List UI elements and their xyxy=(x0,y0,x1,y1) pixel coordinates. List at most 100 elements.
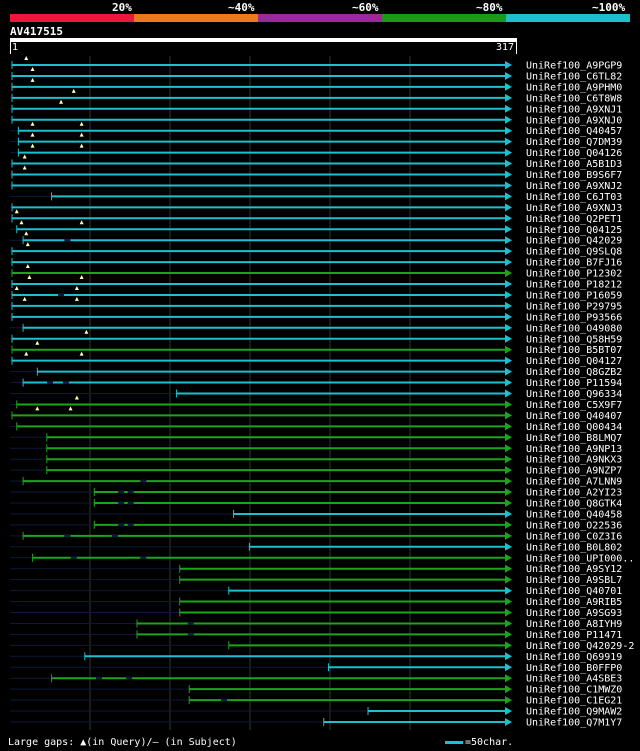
hit-arrow xyxy=(505,444,512,453)
hit-arrow xyxy=(505,455,512,464)
query-gap-marker xyxy=(25,264,30,269)
hit-arrow xyxy=(505,575,512,584)
query-gap-marker xyxy=(74,285,79,290)
hit-label: UniRef100_Q00434 xyxy=(526,422,622,433)
hit-label: UniRef100_C5X9F7 xyxy=(526,400,622,411)
hit-label: UniRef100_B5BT07 xyxy=(526,345,622,356)
hit-arrow xyxy=(505,258,512,267)
hit-label: UniRef100_Q96334 xyxy=(526,389,622,400)
hit-label: UniRef100_A9PHM0 xyxy=(526,82,622,93)
hit-arrow xyxy=(505,499,512,507)
query-gap-marker xyxy=(74,395,79,400)
hit-arrow xyxy=(505,323,512,332)
query-gap-marker xyxy=(25,242,30,247)
hit-label: UniRef100_Q40458 xyxy=(526,509,622,520)
hit-label: UniRef100_Q40701 xyxy=(526,586,622,597)
hit-arrow xyxy=(505,71,512,80)
hit-label: UniRef100_Q8GTK4 xyxy=(526,499,622,510)
hit-label: UniRef100_A4SBE3 xyxy=(526,674,622,685)
hit-label: UniRef100_B7FJ16 xyxy=(526,258,622,269)
hit-label: UniRef100_C6T8W8 xyxy=(526,93,622,104)
scale-swatch xyxy=(445,740,463,744)
hit-arrow xyxy=(505,553,512,562)
hit-label: UniRef100_C6TL82 xyxy=(526,71,622,82)
hit-label: UniRef100_A9XNJ3 xyxy=(526,203,622,214)
hit-label: UniRef100_C1MWZ0 xyxy=(526,685,622,696)
hit-arrow xyxy=(505,542,512,551)
hit-label: UniRef100_Q9SLQ8 xyxy=(526,247,622,258)
hit-label: UniRef100_A9RIB5 xyxy=(526,597,622,608)
hit-arrow xyxy=(505,159,512,168)
hit-label: UniRef100_A7LNN9 xyxy=(526,477,622,488)
percent-label: ~40% xyxy=(228,1,255,14)
hit-arrow xyxy=(505,356,512,365)
hit-arrow xyxy=(505,531,512,540)
hit-arrow xyxy=(505,137,512,146)
hit-arrow xyxy=(505,269,512,278)
query-start-label: 1 xyxy=(12,42,19,53)
hit-label: UniRef100_Q9MAW2 xyxy=(526,707,622,718)
query-gap-marker xyxy=(84,329,89,334)
query-gap-marker xyxy=(24,56,29,60)
identity-color-segment xyxy=(10,14,134,22)
identity-color-bar xyxy=(10,14,630,22)
query-gap-marker xyxy=(71,88,76,93)
hit-arrow xyxy=(505,280,512,288)
query-gap-marker xyxy=(22,296,27,301)
hit-label: UniRef100_A9SG93 xyxy=(526,608,622,619)
hit-arrow xyxy=(505,104,512,113)
hit-label: UniRef100_O49080 xyxy=(526,323,622,334)
hit-arrow xyxy=(505,630,512,639)
query-gap-marker xyxy=(27,275,32,279)
percent-label: ~80% xyxy=(476,1,503,14)
query-end-tick xyxy=(516,42,517,54)
hit-label: UniRef100_B8LMQ7 xyxy=(526,433,622,444)
hit-label: UniRef100_Q04125 xyxy=(526,225,622,236)
query-gap-marker xyxy=(22,165,27,170)
hit-arrow xyxy=(505,422,512,431)
hit-arrow xyxy=(505,488,512,497)
gaps-legend: Large gaps: ▲(in Query)/– (in Subject) xyxy=(8,737,237,748)
hit-arrow xyxy=(505,148,512,157)
query-gap-marker xyxy=(30,132,35,137)
hit-arrow xyxy=(505,61,512,69)
hit-label: UniRef100_Q7M1Y7 xyxy=(526,718,622,729)
hit-arrow xyxy=(505,126,512,135)
hit-label: UniRef100_C0Z3I6 xyxy=(526,531,622,542)
scale-label: =50char. xyxy=(465,737,514,748)
hit-arrow xyxy=(505,192,512,201)
hit-label: UniRef100_B9S6F7 xyxy=(526,170,622,181)
hit-label: UniRef100_P18212 xyxy=(526,280,622,291)
query-end-label: 317 xyxy=(496,42,515,53)
hit-arrow xyxy=(505,466,512,475)
hit-label: UniRef100_A9SBL7 xyxy=(526,575,622,586)
hit-label: UniRef100_Q42029-2 xyxy=(526,641,634,652)
hit-arrow xyxy=(505,641,512,650)
hit-label: UniRef100_Q8GZB2 xyxy=(526,367,622,378)
hit-arrow xyxy=(505,586,512,595)
hit-arrow xyxy=(505,367,512,376)
identity-color-segment xyxy=(258,14,382,22)
hit-arrow xyxy=(505,619,512,628)
hit-label: UniRef100_A2YI23 xyxy=(526,488,622,499)
query-start-tick xyxy=(10,42,11,54)
percent-label: 20% xyxy=(112,1,132,14)
hit-arrow xyxy=(505,82,512,91)
query-gap-marker xyxy=(35,340,40,345)
query-gap-marker xyxy=(14,209,19,214)
hit-arrow xyxy=(505,334,512,343)
hit-label: UniRef100_UPI000.. xyxy=(526,553,634,564)
hit-arrow xyxy=(505,290,512,299)
hit-arrow xyxy=(505,400,512,409)
hit-label: UniRef100_Q2PET1 xyxy=(526,214,622,225)
hit-label: UniRef100_Q40457 xyxy=(526,126,622,137)
hit-arrow xyxy=(505,477,512,486)
query-gap-marker xyxy=(19,220,24,225)
hit-label: UniRef100_B0L802 xyxy=(526,542,622,553)
hit-arrow xyxy=(505,718,512,726)
identity-color-segment xyxy=(382,14,506,22)
hit-label: UniRef100_C1EG21 xyxy=(526,696,622,707)
hit-label: UniRef100_Q42029 xyxy=(526,236,622,247)
query-gap-marker xyxy=(30,143,35,148)
